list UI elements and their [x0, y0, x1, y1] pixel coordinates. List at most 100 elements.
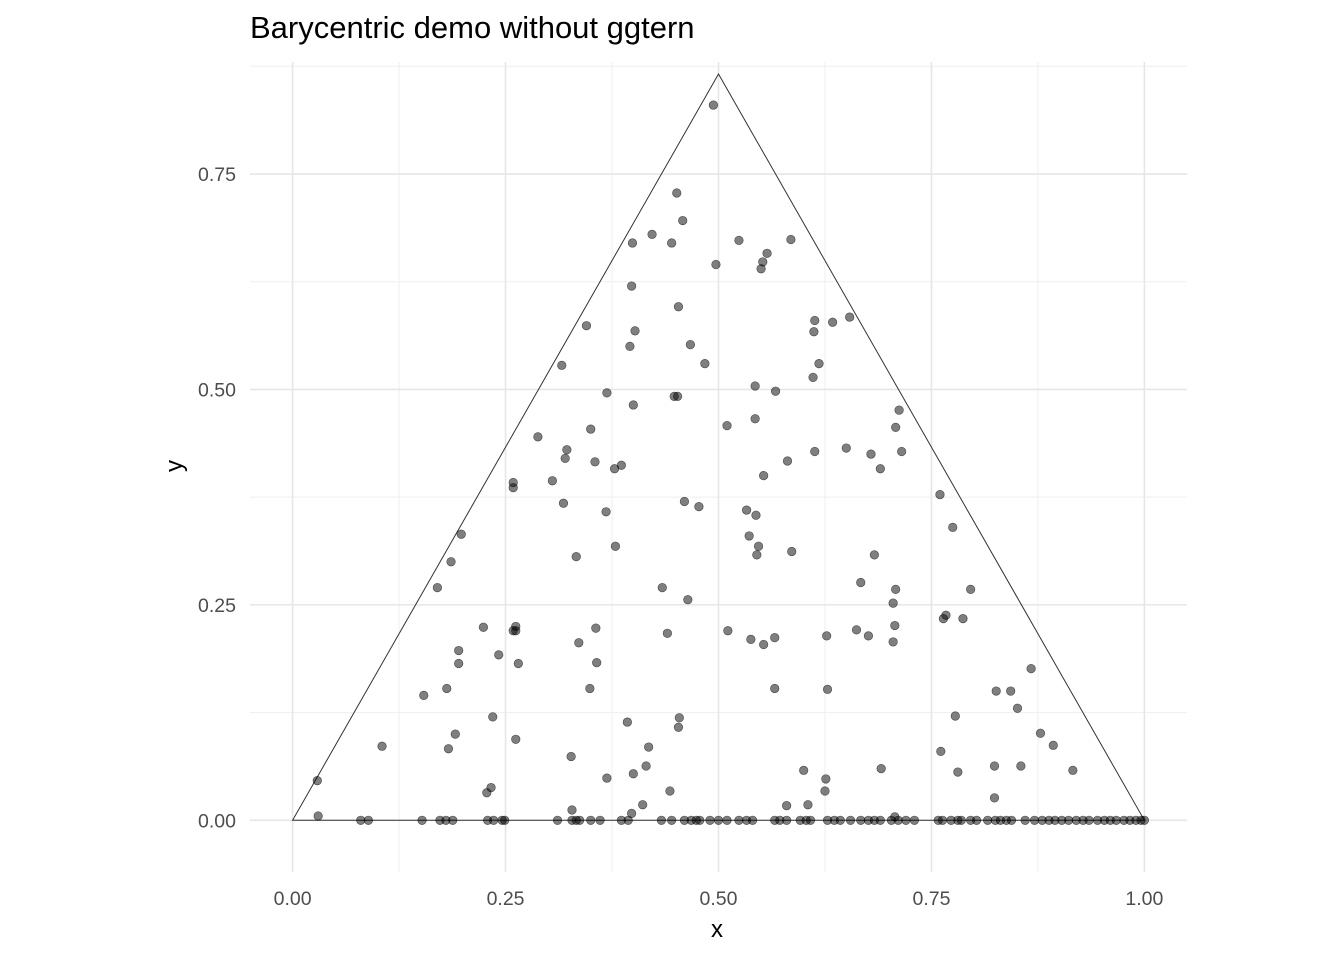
x-axis-label: x [711, 916, 723, 943]
data-point [552, 815, 563, 825]
data-point [673, 722, 684, 732]
data-point [628, 400, 638, 410]
data-point [856, 815, 866, 825]
data-point [602, 773, 612, 783]
data-point [673, 391, 683, 401]
data-point [734, 815, 744, 825]
data-point [863, 631, 874, 641]
data-point [746, 634, 756, 644]
data-point [656, 815, 667, 825]
data-point [657, 583, 667, 593]
data-point [1006, 686, 1016, 696]
data-point [787, 546, 797, 557]
data-point [937, 815, 948, 825]
data-point [876, 763, 886, 774]
data-point [747, 815, 758, 825]
data-point [442, 683, 452, 694]
data-point [647, 229, 657, 239]
data-point [700, 358, 710, 369]
data-point [590, 457, 600, 467]
data-point [683, 595, 693, 605]
chart-title: Barycentric demo without ggtern [250, 10, 695, 45]
data-point [845, 815, 856, 825]
data-point [751, 510, 761, 520]
data-point [356, 815, 366, 825]
data-point [694, 502, 704, 512]
data-point [713, 815, 724, 825]
data-point [891, 422, 901, 432]
data-point [494, 650, 504, 660]
data-point [948, 522, 958, 532]
data-point [750, 414, 760, 424]
data-point [875, 815, 885, 825]
data-point [799, 765, 809, 775]
data-point [1048, 740, 1058, 750]
data-point [1020, 815, 1030, 825]
y-axis-label: y [161, 460, 188, 472]
data-point [508, 626, 518, 636]
data-point [762, 248, 772, 258]
data-point [828, 317, 838, 327]
data-point [759, 639, 769, 650]
data-point [558, 498, 569, 508]
data-point [591, 623, 601, 633]
data-point [841, 443, 851, 453]
data-point [377, 741, 387, 751]
data-point [567, 805, 577, 815]
data-point [446, 557, 456, 567]
major-gridlines [250, 62, 1187, 872]
data-point [956, 815, 966, 825]
data-point [821, 774, 831, 784]
data-point [566, 751, 576, 762]
data-point [547, 476, 557, 486]
data-point [581, 321, 592, 331]
y-tick-label: 0.00 [198, 810, 236, 832]
data-point [508, 483, 518, 493]
data-point [685, 340, 695, 350]
data-point [673, 302, 684, 312]
data-point [953, 767, 963, 777]
data-point [782, 801, 792, 811]
data-point [454, 645, 464, 656]
data-point [810, 315, 820, 326]
data-point [805, 815, 816, 825]
y-axis-ticks: 0.00 0.25 0.50 0.75 [198, 164, 236, 832]
data-point [1035, 728, 1046, 738]
data-point [808, 372, 818, 382]
data-point [450, 729, 460, 739]
data-point [950, 711, 960, 721]
data-point [665, 786, 675, 796]
data-point [893, 815, 903, 825]
data-point [638, 800, 648, 810]
y-tick-label: 0.75 [198, 164, 236, 186]
data-point [417, 815, 427, 825]
data-point [782, 815, 792, 825]
data-point [901, 815, 911, 825]
data-point [722, 421, 732, 431]
data-point [667, 238, 677, 248]
data-point [708, 100, 718, 110]
data-point [991, 686, 1001, 696]
data-point [810, 446, 820, 457]
data-point [489, 815, 499, 825]
data-point [972, 815, 982, 825]
data-point [909, 815, 920, 825]
data-point [809, 327, 819, 337]
data-point [679, 496, 690, 507]
data-point [478, 622, 488, 632]
data-point [875, 464, 885, 474]
data-point [644, 742, 654, 752]
data-point [363, 815, 374, 825]
data-point [958, 614, 968, 624]
data-point [562, 445, 572, 455]
data-point [891, 584, 901, 594]
data-point [890, 620, 900, 631]
data-point [851, 625, 862, 635]
x-axis-ticks: 0.00 0.25 0.50 0.75 1.00 [274, 888, 1164, 910]
data-point [610, 541, 621, 551]
data-point [989, 761, 1000, 771]
x-tick-label: 0.25 [487, 888, 525, 910]
data-point [586, 815, 596, 825]
data-point [734, 235, 744, 245]
